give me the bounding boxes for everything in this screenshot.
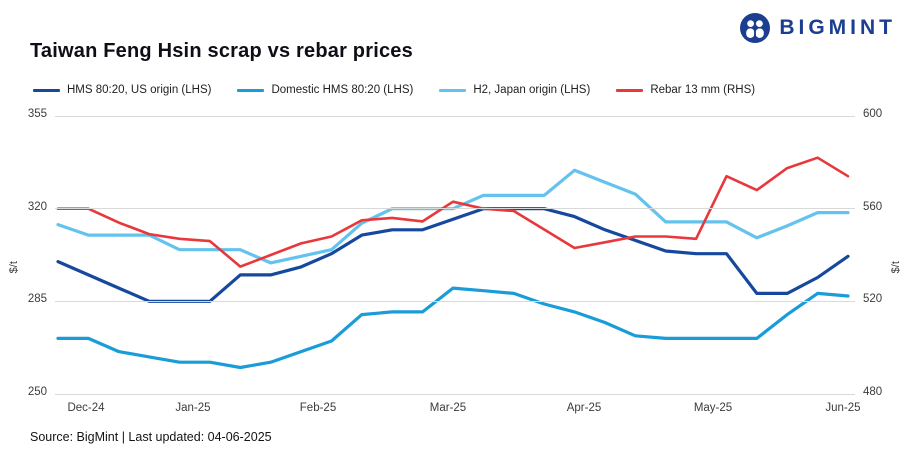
right-axis-tick-480: 480 — [863, 386, 883, 398]
right-axis-tick-560: 560 — [863, 200, 883, 213]
legend-item-domestic-hms: Domestic HMS 80:20 (LHS) — [237, 84, 413, 96]
legend-swatch-domestic-hms — [237, 88, 265, 92]
series-line-rebar-13mm — [56, 156, 850, 268]
gridline-355 — [55, 115, 855, 117]
x-axis-tick-May-25: May-25 — [693, 402, 733, 414]
left-axis-tick-320: 320 — [27, 200, 47, 213]
left-axis-tick-285: 285 — [27, 293, 47, 306]
right-axis-unit: $/t — [890, 261, 902, 274]
bigmint-logo-icon — [739, 12, 771, 44]
legend-item-h2-japan: H2, Japan origin (LHS) — [439, 84, 590, 96]
left-axis-tick-250: 250 — [27, 386, 47, 398]
series-canvas — [56, 156, 850, 370]
gridline-320 — [55, 208, 855, 210]
chart-legend: HMS 80:20, US origin (LHS) Domestic HMS 8… — [33, 84, 755, 96]
gridline-250 — [55, 393, 855, 395]
series-line-h2-japan — [56, 168, 850, 265]
bigmint-logo-text: BIGMINT — [779, 16, 896, 39]
right-axis-tick-600: 600 — [863, 108, 883, 120]
legend-swatch-hms-us — [33, 88, 60, 92]
legend-swatch-h2-japan — [439, 88, 467, 92]
plot-area: 355 600 320 560 285 520 250 480 — [28, 108, 882, 398]
legend-label-domestic-hms: Domestic HMS 80:20 (LHS) — [271, 84, 414, 96]
x-axis-tick-Mar-25: Mar-25 — [429, 402, 467, 414]
chart-title: Taiwan Feng Hsin scrap vs rebar prices — [30, 40, 413, 62]
source-note: Source: BigMint | Last updated: 04-06-20… — [30, 430, 272, 444]
x-axis-tick-Jan-25: Jan-25 — [175, 402, 211, 414]
legend-label-rebar-13mm: Rebar 13 mm (RHS) — [650, 84, 756, 96]
legend-swatch-rebar-13mm — [616, 88, 644, 92]
left-axis-tick-355: 355 — [27, 108, 47, 120]
legend-label-hms-us: HMS 80:20, US origin (LHS) — [67, 84, 212, 96]
x-axis-tick-Jun-25: Jun-25 — [825, 402, 861, 414]
right-axis-tick-520: 520 — [863, 293, 883, 306]
x-axis-tick-Apr-25: Apr-25 — [566, 402, 602, 414]
x-axis-tick-Dec-24: Dec-24 — [67, 402, 105, 414]
bigmint-logo: BIGMINT — [739, 12, 896, 44]
x-axis-tick-Feb-25: Feb-25 — [299, 402, 337, 414]
legend-label-h2-japan: H2, Japan origin (LHS) — [473, 84, 591, 96]
gridline-285 — [55, 300, 855, 302]
left-axis-unit: $/t — [8, 261, 20, 274]
legend-item-rebar-13mm: Rebar 13 mm (RHS) — [616, 84, 755, 96]
series-line-domestic-hms — [56, 286, 850, 370]
legend-item-hms-us: HMS 80:20, US origin (LHS) — [33, 84, 211, 96]
